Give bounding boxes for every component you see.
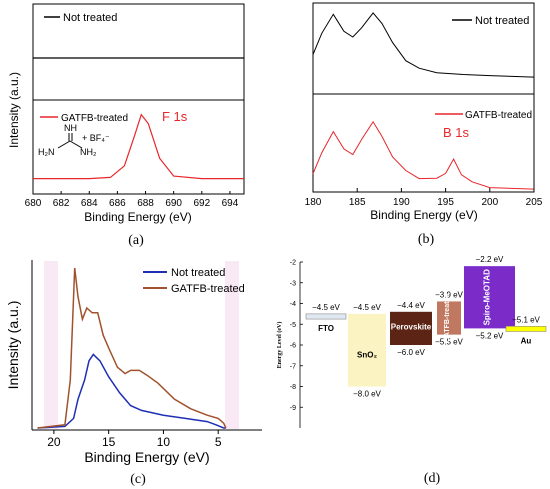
y-tick-label: -5 [290,322,296,329]
x-tick-label: 185 [349,197,366,208]
band-name-label: SnO₂ [357,350,377,359]
energy-band [505,326,547,332]
series-line [312,120,535,190]
molecule-structure: NH H₂N NH₂ + BF₄⁻ [38,123,110,157]
x-tick-label: 680 [25,198,42,209]
x-tick-label: 5 [215,435,222,449]
panel-b: Not treated GATFB-treated B 1s 180 185 190… [305,2,543,247]
x-tick-label: 682 [53,198,70,209]
panel-a: Not treated GATFB-treated F 1s NH H₂N NH… [7,3,245,248]
x-tick-label: 686 [109,198,126,209]
x-tick-label: 195 [437,197,454,208]
panel-c: Not treated GATFB-treated 20 15 10 5 Bindin… [5,257,262,487]
y-axis-label: Intensity (a.u.) [7,72,21,148]
y-tick-label: -2 [290,260,296,267]
series-line [37,353,226,429]
legend-label: Not treated [475,15,529,27]
x-tick-label: 205 [526,197,543,208]
panel-label: (b) [418,232,435,247]
x-tick-label: 15 [102,435,116,449]
molecule-bond [69,140,83,149]
band-bottom-label: −5.2 eV [476,331,504,340]
x-tick-label: 190 [393,197,410,208]
y-axis-ticks: -2 -3 -4 -5 -6 -7 -8 -9 [290,260,303,412]
y-axis-label: Intensity (a.u.) [5,301,21,390]
legend-label: GATFB-treated [171,283,245,295]
x-tick-label: 690 [165,198,182,209]
panel-d: -2 -3 -4 -5 -6 -7 -8 -9 Energy Level (eV) −4.5 … [276,255,547,486]
band-name-label: GATFB-treated [444,293,451,342]
shaded-region [44,261,58,429]
energy-band [305,313,347,320]
band-bottom-label: −5.5 eV [435,338,463,347]
energy-band [390,311,432,345]
peak-label: B 1s [443,125,470,140]
band-name-label: Spiro-MeOTAD [483,269,492,326]
panel-label: (d) [424,471,441,486]
legend-label: GATFB-treated [61,113,128,124]
energy-band [464,266,515,329]
band-top-label: −4.5 eV [312,303,340,312]
x-tick-label: 200 [481,197,498,208]
panel-b-bottom-frame [312,93,535,193]
molecule-anion: + BF₄⁻ [82,133,110,143]
panel-label: (c) [130,472,146,487]
panel-a-bottom-frame [32,99,245,195]
y-tick-label: -8 [290,384,296,391]
x-axis-label: Binding Energy (eV) [84,449,209,465]
band-name-label: FTO [318,324,334,333]
molecule-bond [57,140,71,149]
y-tick-label: -4 [290,301,296,308]
x-axis-ticks: 20 15 10 5 [47,430,222,449]
x-tick-label: 180 [305,197,322,208]
legend-label: Not treated [63,12,117,24]
series-line [33,113,244,180]
y-tick-label: -9 [290,405,296,412]
band-bottom-label: −6.0 eV [397,348,425,357]
x-axis-label: Binding Energy (eV) [370,208,477,222]
peak-label: F 1s [162,109,188,124]
panel-c-background [22,257,262,430]
x-tick-label: 684 [81,198,98,209]
band-top-label: −2.2 eV [476,255,504,264]
y-tick-label: -3 [290,280,296,287]
y-axis-label: Energy Level (eV) [276,322,283,369]
energy-band [348,313,386,387]
legend-label: GATFB-treated [465,110,532,121]
x-tick-label: 692 [193,198,210,209]
x-tick-label: 694 [222,198,239,209]
band-bottom-label: −8.0 eV [353,390,381,399]
band-top-label: −5.1 eV [512,315,540,324]
molecule-atom: NH [64,123,77,133]
y-tick-label: -7 [290,363,296,370]
x-tick-label: 10 [157,435,171,449]
panel-label: (a) [128,233,144,248]
molecule-atom: H₂N [38,147,55,157]
band-top-label: −4.5 eV [353,303,381,312]
x-axis-ticks: 180 185 190 195 200 205 [305,188,543,208]
legend-label: Not treated [171,267,225,279]
energy-band [437,301,461,335]
y-tick-label: -6 [290,343,296,350]
band-name-label: Perovskite [391,322,432,331]
band-top-label: −4.4 eV [397,301,425,310]
x-tick-label: 20 [47,435,61,449]
molecule-atom: NH₂ [80,147,97,157]
energy-bands: −4.5 eV FTO −4.5 eV −8.0 eV SnO₂ −4.4 eV −6.0 … [305,255,547,399]
x-axis-ticks: 680 682 684 686 688 690 692 694 [25,191,239,209]
band-top-label: −3.9 eV [435,290,463,299]
x-axis-label: Binding Energy (eV) [84,210,191,224]
x-tick-label: 688 [137,198,154,209]
shaded-region [225,261,239,429]
series-line [37,267,227,429]
band-name-label: Au [521,337,532,346]
series-line [312,12,535,78]
